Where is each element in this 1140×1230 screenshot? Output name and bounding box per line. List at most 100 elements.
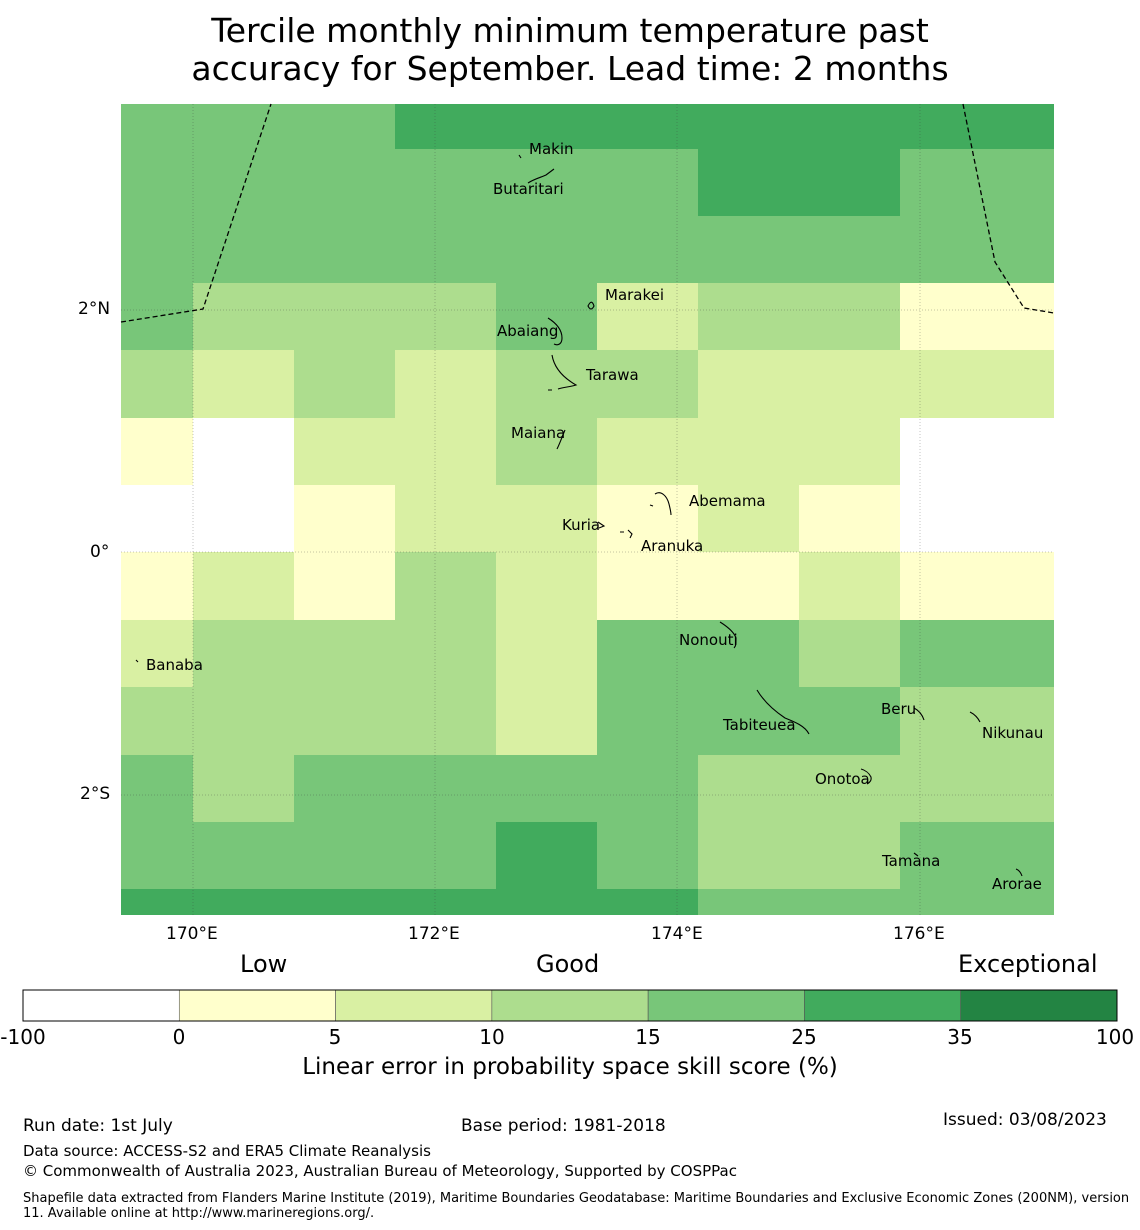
grid-cell <box>698 620 799 687</box>
grid-cell <box>193 620 294 687</box>
grid-cell <box>294 216 395 283</box>
grid-cell <box>900 216 1001 283</box>
colorbar-swatch <box>804 989 962 1022</box>
grid-cell <box>193 822 294 889</box>
grid-cell <box>121 149 193 216</box>
grid-cell <box>900 149 1001 216</box>
grid-cell <box>121 687 193 755</box>
copyright-notice: © Commonwealth of Australia 2023, Austra… <box>23 1162 737 1180</box>
grid-cell <box>1001 216 1054 283</box>
colorbar-swatch <box>960 989 1118 1022</box>
grid-cell <box>900 104 1001 149</box>
grid-cell <box>193 104 294 149</box>
grid-cell <box>294 552 395 620</box>
grid-cell <box>395 552 496 620</box>
place-label-marakei: Marakei <box>605 286 664 304</box>
grid-cell <box>799 485 900 552</box>
grid-cell <box>395 755 496 822</box>
lon-label-174e: 174°E <box>651 924 703 944</box>
colorbar-category-exceptional: Exceptional <box>958 950 1098 978</box>
grid-cell <box>900 755 1001 822</box>
grid-cell <box>597 755 698 822</box>
lat-label-2n: 2°N <box>78 299 111 319</box>
grid-cell <box>1001 485 1054 552</box>
issued-date: Issued: 03/08/2023 <box>943 1110 1107 1130</box>
grid-cell <box>799 350 900 418</box>
grid-cell <box>597 485 698 552</box>
grid-cell <box>121 104 193 149</box>
grid-cell <box>698 350 799 418</box>
grid-cell <box>900 889 1001 915</box>
grid-cell <box>395 889 496 915</box>
place-label-beru: Beru <box>881 700 916 718</box>
grid-cell <box>1001 418 1054 485</box>
grid-cell <box>395 620 496 687</box>
lat-label-2s: 2°S <box>80 784 111 804</box>
grid-cell <box>1001 283 1054 350</box>
grid-cell <box>698 216 799 283</box>
grid-cell <box>900 283 1001 350</box>
grid-cell <box>121 620 193 687</box>
grid-cell <box>698 104 799 149</box>
grid-cell <box>1001 149 1054 216</box>
grid-cell <box>597 350 698 418</box>
grid-cell <box>193 283 294 350</box>
grid-cell <box>496 418 597 485</box>
grid-cell <box>1001 889 1054 915</box>
grid-cell <box>698 485 799 552</box>
grid-cell <box>294 755 395 822</box>
colorbar-swatch <box>178 989 336 1022</box>
grid-cell <box>799 552 900 620</box>
chart-title-line2: accuracy for September. Lead time: 2 mon… <box>191 49 949 88</box>
place-label-tarawa: Tarawa <box>585 366 639 384</box>
base-period: Base period: 1981-2018 <box>461 1116 666 1136</box>
grid-cell <box>294 418 395 485</box>
grid-cell <box>799 620 900 687</box>
grid-cell <box>698 418 799 485</box>
grid-cell <box>294 687 395 755</box>
grid-cell <box>900 350 1001 418</box>
colorbar-swatch <box>491 989 649 1022</box>
grid-cell <box>597 283 698 350</box>
grid-cell <box>193 418 294 485</box>
grid-cell <box>496 822 597 889</box>
place-label-nikunau: Nikunau <box>982 724 1043 742</box>
grid-cell <box>698 687 799 755</box>
grid-cell <box>1001 350 1054 418</box>
colorbar-category-low: Low <box>240 950 288 978</box>
place-label-kuria: Kuria <box>562 516 600 534</box>
grid-cell <box>597 889 698 915</box>
grid-cell <box>294 485 395 552</box>
grid-cell <box>121 350 193 418</box>
place-label-nonouti: Nonouti <box>679 631 738 649</box>
grid-cell <box>1001 822 1054 889</box>
colorbar <box>22 989 1118 1022</box>
grid-cell <box>193 350 294 418</box>
lon-label-176e: 176°E <box>893 924 945 944</box>
place-label-tamana: Tamana <box>881 852 940 870</box>
grid-cell <box>799 104 900 149</box>
colorbar-title: Linear error in probability space skill … <box>302 1054 838 1080</box>
grid-cell <box>597 104 698 149</box>
grid-cell <box>597 216 698 283</box>
lon-label-170e: 170°E <box>166 924 218 944</box>
grid-cell <box>1001 755 1054 822</box>
grid-cell <box>395 485 496 552</box>
grid-cell <box>698 283 799 350</box>
grid-cell <box>496 552 597 620</box>
grid-cell <box>294 889 395 915</box>
lat-label-0: 0° <box>90 542 110 562</box>
grid-cell <box>121 889 193 915</box>
grid-cell <box>799 418 900 485</box>
colorbar-frame <box>22 989 1118 1022</box>
place-label-maiana: Maiana <box>511 424 565 442</box>
grid-cell <box>1001 104 1054 149</box>
grid-cell <box>496 485 597 552</box>
grid-cell <box>799 822 900 889</box>
grid-cell <box>121 755 193 822</box>
grid-cell <box>395 687 496 755</box>
grid-cell <box>900 620 1001 687</box>
data-source: Data source: ACCESS-S2 and ERA5 Climate … <box>23 1142 431 1160</box>
grid-cell <box>1001 552 1054 620</box>
grid-cell <box>121 418 193 485</box>
